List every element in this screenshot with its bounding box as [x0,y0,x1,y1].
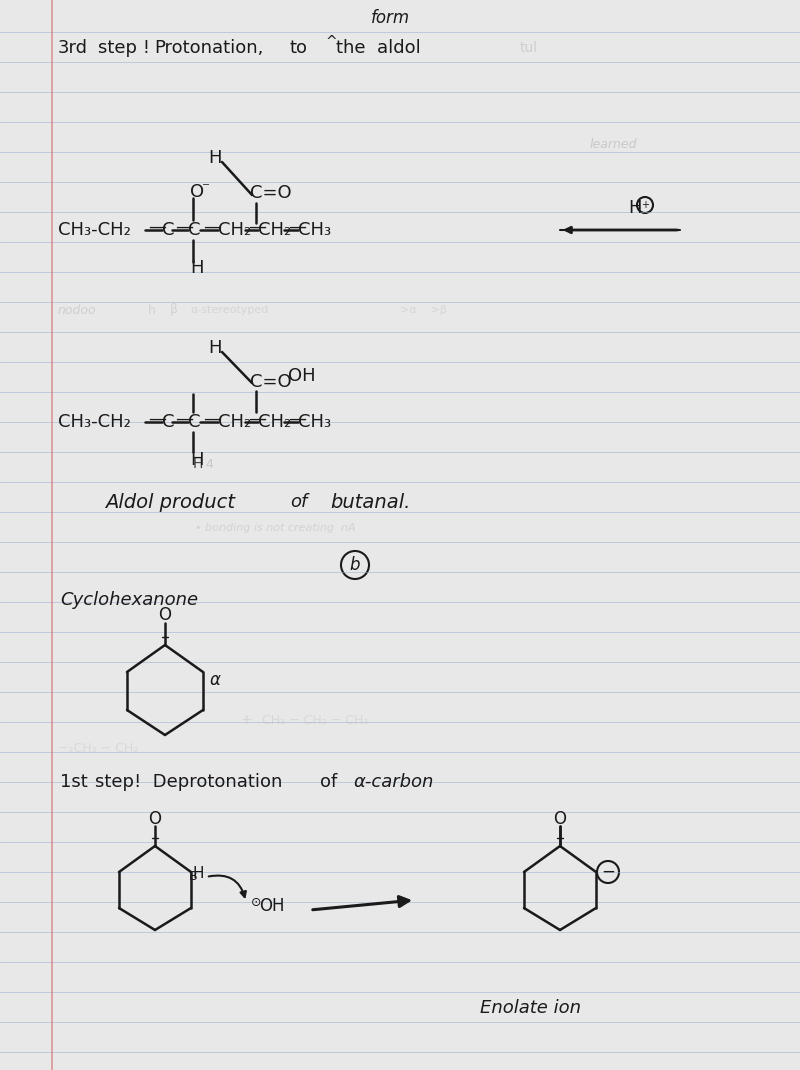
Text: Protonation,: Protonation, [154,39,263,57]
Text: 4: 4 [205,458,213,471]
Text: O: O [158,606,171,624]
Text: α-carbon: α-carbon [353,773,434,791]
Text: the  aldol: the aldol [336,39,421,57]
Text: O: O [190,183,204,201]
Text: CH₂: CH₂ [218,413,251,431]
Text: —: — [203,218,221,236]
Text: O: O [149,810,162,828]
Text: CH₃: CH₃ [298,221,331,239]
Text: OH: OH [288,367,316,385]
Text: —: — [248,410,266,428]
Text: H: H [208,339,222,357]
Text: CH₃-CH₂: CH₃-CH₂ [58,221,131,239]
Text: —: — [148,410,166,428]
Text: −: − [601,863,615,881]
Text: step !: step ! [98,39,150,57]
Text: H: H [208,149,222,167]
Text: 3rd: 3rd [58,39,88,57]
Text: C=O: C=O [250,184,292,202]
Text: C=O: C=O [250,373,292,391]
Text: C: C [188,221,201,239]
Text: nodoo: nodoo [58,304,97,317]
Text: of: of [290,493,307,511]
Text: H: H [190,450,203,469]
Text: of: of [320,773,338,791]
Text: • bonding is not creating  nA: • bonding is not creating nA [195,523,356,533]
Text: B: B [189,870,198,883]
Text: learned: learned [590,138,638,152]
Text: H: H [193,457,203,471]
Text: —: — [288,218,306,236]
Text: α-stereotyped: α-stereotyped [190,305,268,315]
Text: —: — [203,410,221,428]
Text: Cyclohexanone: Cyclohexanone [60,591,198,609]
Text: CH₂: CH₂ [258,221,291,239]
Text: to: to [290,39,308,57]
Text: CH₂: CH₂ [218,221,251,239]
Text: CH₃ − CH₂ − CH₃: CH₃ − CH₂ − CH₃ [262,714,368,727]
Text: C: C [162,221,174,239]
Text: ^: ^ [326,35,338,49]
Text: —: — [288,410,306,428]
Text: +: + [641,200,649,210]
Text: −₂CH₃ − CH₂: −₂CH₃ − CH₂ [58,742,138,754]
Text: step!  Deprotonation: step! Deprotonation [95,773,282,791]
Text: >α    >β: >α >β [400,305,447,315]
Text: OH: OH [259,897,285,915]
Text: C: C [188,413,201,431]
Text: Aldol product: Aldol product [105,492,235,511]
Text: —: — [175,218,193,236]
Text: CH₃: CH₃ [298,413,331,431]
Text: —: — [248,218,266,236]
Text: 1st: 1st [60,773,88,791]
Text: O: O [554,810,566,828]
Text: CH₂: CH₂ [258,413,291,431]
Text: CH₃-CH₂: CH₃-CH₂ [58,413,131,431]
Text: —: — [175,410,193,428]
Text: α: α [210,671,221,689]
Text: ⊙: ⊙ [251,896,262,908]
Text: ⁻: ⁻ [202,181,210,196]
Text: H: H [190,259,203,277]
Text: tul: tul [520,41,538,55]
Text: butanal.: butanal. [330,492,410,511]
Text: h: h [148,304,156,317]
Text: Enolate ion: Enolate ion [480,999,581,1016]
Text: β: β [170,304,178,317]
Text: C: C [162,413,174,431]
Text: H: H [628,199,642,217]
Text: form: form [370,9,410,27]
Text: b: b [350,556,360,574]
Text: H: H [193,867,205,882]
Text: +: + [240,713,252,727]
Text: —: — [148,218,166,236]
